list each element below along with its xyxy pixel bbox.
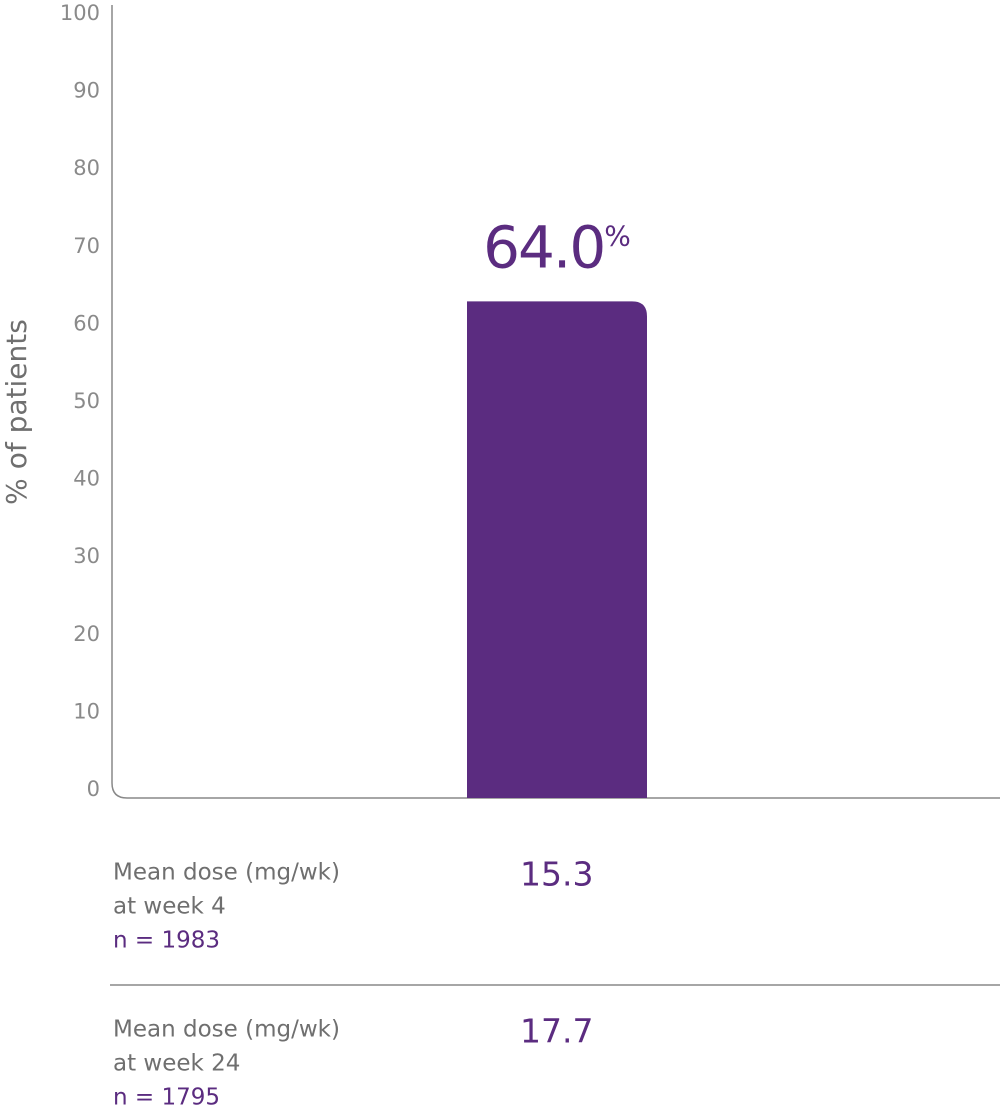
row-n: n = 1983 [113, 928, 220, 954]
y-tick-label: 80 [73, 156, 100, 180]
row-value: 15.3 [520, 855, 593, 894]
y-tick-label: 20 [73, 622, 100, 646]
bar [467, 301, 647, 798]
row-value: 17.7 [520, 1012, 593, 1051]
y-tick-label: 10 [73, 699, 100, 723]
axes [111, 5, 1000, 799]
row-n: n = 1795 [113, 1085, 220, 1111]
y-tick-label: 90 [73, 79, 100, 103]
y-tick-label: 0 [87, 777, 100, 801]
y-tick-label: 70 [73, 234, 100, 258]
row-label: Mean dose (mg/wk) [113, 860, 340, 886]
row-label: at week 24 [113, 1051, 240, 1077]
y-tick-label: 60 [73, 311, 100, 335]
row-label: Mean dose (mg/wk) [113, 1017, 340, 1043]
y-tick-label: 50 [73, 389, 100, 413]
y-axis-label: % of patients [0, 319, 33, 505]
y-tick-label: 40 [73, 467, 100, 491]
y-tick-label: 30 [73, 544, 100, 568]
y-tick-label: 100 [60, 1, 100, 25]
row-label: at week 4 [113, 894, 226, 920]
value-label: 64.0% [483, 213, 631, 281]
